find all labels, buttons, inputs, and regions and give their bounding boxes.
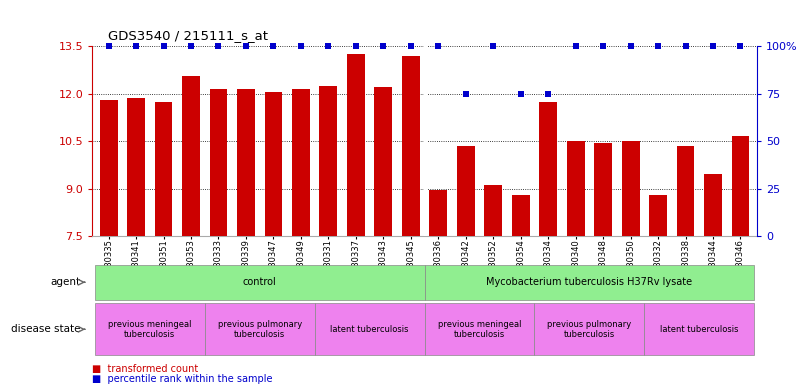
Bar — [512, 195, 529, 236]
Point — [652, 43, 665, 49]
Bar — [594, 143, 612, 236]
Text: latent tuberculosis: latent tuberculosis — [330, 325, 409, 334]
Bar — [127, 98, 145, 236]
Bar — [704, 174, 722, 236]
Text: Mycobacterium tuberculosis H37Rv lysate: Mycobacterium tuberculosis H37Rv lysate — [486, 277, 692, 287]
Bar — [402, 56, 420, 236]
Point — [597, 43, 610, 49]
Point — [239, 43, 252, 49]
Point — [295, 43, 308, 49]
Bar — [429, 190, 447, 236]
Point — [541, 91, 554, 97]
Text: GDS3540 / 215111_s_at: GDS3540 / 215111_s_at — [108, 29, 268, 42]
Point — [734, 43, 747, 49]
Bar — [237, 89, 255, 236]
Point — [103, 43, 115, 49]
Bar — [155, 101, 172, 236]
Text: disease state: disease state — [10, 324, 80, 334]
Text: latent tuberculosis: latent tuberculosis — [660, 325, 739, 334]
Text: previous pulmonary
tuberculosis: previous pulmonary tuberculosis — [218, 319, 302, 339]
Bar — [485, 185, 502, 236]
Point — [432, 43, 445, 49]
Point — [514, 91, 527, 97]
Text: agent: agent — [50, 277, 80, 287]
Point — [377, 43, 390, 49]
Bar — [99, 100, 118, 236]
Point — [679, 43, 692, 49]
Text: ■  transformed count: ■ transformed count — [92, 364, 199, 374]
Text: ■  percentile rank within the sample: ■ percentile rank within the sample — [92, 374, 272, 384]
Point — [487, 43, 500, 49]
Bar — [622, 141, 639, 236]
Point — [267, 43, 280, 49]
Text: previous meningeal
tuberculosis: previous meningeal tuberculosis — [108, 319, 191, 339]
Bar — [677, 146, 694, 236]
Bar — [539, 101, 557, 236]
Point — [570, 43, 582, 49]
Bar — [566, 141, 585, 236]
Text: previous meningeal
tuberculosis: previous meningeal tuberculosis — [437, 319, 521, 339]
Point — [157, 43, 170, 49]
Text: control: control — [243, 277, 276, 287]
Point — [624, 43, 637, 49]
Bar — [210, 89, 227, 236]
Bar — [264, 92, 283, 236]
Point — [405, 43, 417, 49]
Bar — [182, 76, 200, 236]
Bar — [374, 87, 392, 236]
Bar — [457, 146, 475, 236]
Point — [349, 43, 362, 49]
Bar — [347, 54, 364, 236]
Point — [184, 43, 197, 49]
Point — [130, 43, 143, 49]
Bar — [649, 195, 667, 236]
Point — [459, 91, 472, 97]
Bar — [320, 86, 337, 236]
Bar — [731, 136, 750, 236]
Point — [322, 43, 335, 49]
Text: previous pulmonary
tuberculosis: previous pulmonary tuberculosis — [547, 319, 631, 339]
Point — [212, 43, 225, 49]
Bar — [292, 89, 310, 236]
Point — [706, 43, 719, 49]
